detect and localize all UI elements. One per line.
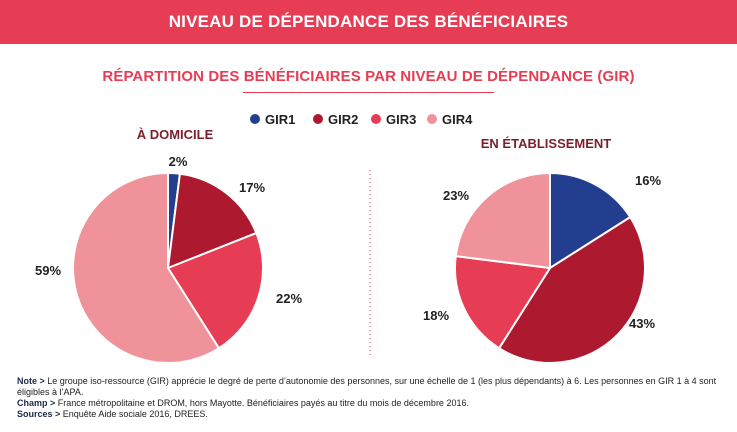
sources-line: Sources > Enquête Aide sociale 2016, DRE… [17,409,722,420]
data-label-domicile-gir1: 2% [169,154,188,169]
slice-domicile-gir3 [166,231,264,350]
title-underline [243,92,494,93]
legend-swatch-gir4 [427,114,437,124]
footnotes: Note > Le groupe iso-ressource (GIR) app… [17,376,722,420]
data-label-etablissement-gir1: 16% [635,173,661,188]
pie-title-etablissement: EN ÉTABLISSEMENT [481,136,612,151]
legend-swatch-gir3 [371,114,381,124]
pie-charts: GIR1 GIR2 GIR3 GIR4 À DOMICILE 2% 17% 22% 59% EN … [35,112,661,364]
legend-label-gir3: GIR3 [386,112,416,127]
sources-text: Enquête Aide sociale 2016, DREES. [60,409,208,419]
data-label-etablissement-gir4: 23% [443,188,469,203]
champ-text: France métropolitaine et DROM, hors Mayo… [55,398,469,408]
legend-label-gir1: GIR1 [265,112,295,127]
slice-etablissement-gir1 [549,171,632,270]
data-label-domicile-gir3: 22% [276,291,302,306]
champ-line: Champ > France métropolitaine et DROM, h… [17,398,722,409]
legend-label-gir2: GIR2 [328,112,358,127]
data-label-domicile-gir2: 17% [239,180,265,195]
pie-title-domicile: À DOMICILE [137,127,214,142]
legend-swatch-gir2 [313,114,323,124]
legend-swatch-gir1 [250,114,260,124]
legend-label-gir4: GIR4 [442,112,473,127]
data-label-etablissement-gir3: 18% [423,308,449,323]
data-label-domicile-gir4: 59% [35,263,61,278]
note-line: Note > Le groupe iso-ressource (GIR) app… [17,376,722,398]
slice-etablissement-gir3 [454,254,552,350]
banner-title: NIVEAU DE DÉPENDANCE DES BÉNÉFICIAIRES [168,12,569,31]
slice-etablissement-gir4 [454,171,551,270]
sources-label: Sources > [17,409,61,419]
data-label-etablissement-gir2: 43% [629,316,655,331]
note-label: Note > [17,376,45,386]
chart-title: RÉPARTITION DES BÉNÉFICIAIRES PAR NIVEAU… [102,68,635,85]
slice-domicile-gir2 [166,172,258,270]
slice-etablissement-gir2 [497,215,646,364]
slice-domicile-gir4 [72,171,221,364]
page-banner: NIVEAU DE DÉPENDANCE DES BÉNÉFICIAIRES [0,0,737,44]
note-text: Le groupe iso-ressource (GIR) apprécie l… [17,376,717,397]
champ-label: Champ > [17,398,56,408]
